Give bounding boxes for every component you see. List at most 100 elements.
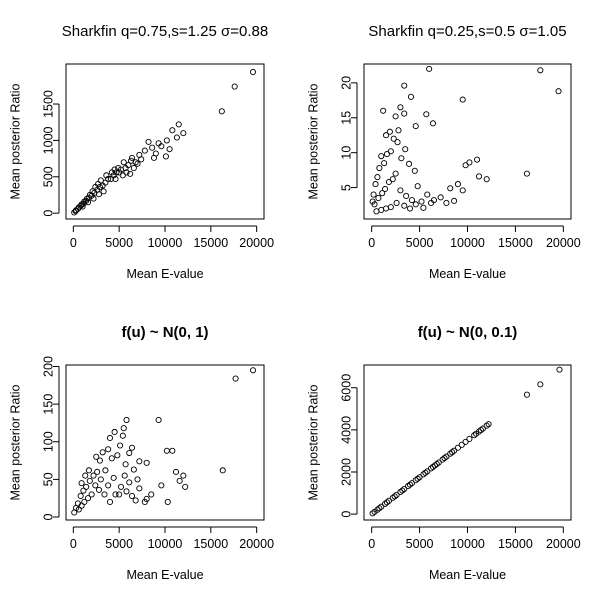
data-point <box>424 468 431 475</box>
point-series <box>369 366 563 517</box>
y-tick-label: 0 <box>339 511 353 518</box>
data-point <box>556 366 563 373</box>
point-series <box>369 65 562 215</box>
data-point <box>90 472 97 479</box>
data-point <box>420 204 427 211</box>
data-point <box>136 458 143 465</box>
x-tick-label: 20000 <box>546 537 581 551</box>
point-series <box>71 367 257 516</box>
chart-title: Sharkfin q=0.75,s=1.25 σ=0.88 <box>62 23 269 40</box>
y-axis-label: Mean posterior Ratio <box>306 83 320 199</box>
data-point <box>123 169 130 176</box>
data-point <box>485 421 492 428</box>
data-point <box>100 188 107 195</box>
data-point <box>95 191 103 198</box>
data-point <box>381 160 388 167</box>
data-point <box>412 123 419 130</box>
y-tick-label: 6000 <box>339 374 353 402</box>
data-point <box>475 173 483 180</box>
data-point <box>123 488 130 495</box>
data-point <box>471 432 478 439</box>
chart-panel-3: f(u) ~ N(0, 1) 0 5000 10000 15000 20000 0 50 100… <box>8 324 274 582</box>
data-point <box>466 159 473 166</box>
data-point <box>403 192 410 200</box>
data-point <box>143 459 150 466</box>
data-point <box>406 205 414 212</box>
data-point <box>158 482 165 489</box>
data-point <box>407 93 415 100</box>
data-point <box>429 463 437 470</box>
data-point <box>75 506 82 513</box>
x-tick-label: 10000 <box>148 537 183 551</box>
data-point <box>405 483 412 490</box>
x-tick-label: 15000 <box>193 537 228 551</box>
chart-panel-4: f(u) ~ N(0, 0.1) 0 5000 10000 15000 20000 0 200… <box>306 324 580 582</box>
data-point <box>84 495 92 502</box>
data-point <box>401 110 408 117</box>
data-point <box>401 202 408 209</box>
data-point <box>95 486 103 493</box>
data-point <box>231 83 238 90</box>
point-series <box>71 68 257 216</box>
x-tick-label: 10000 <box>148 236 183 250</box>
y-tick-label: 1500 <box>41 90 55 118</box>
data-point <box>232 375 239 382</box>
data-point <box>249 367 257 374</box>
data-point <box>473 430 480 437</box>
data-point <box>136 485 143 492</box>
data-point <box>79 203 86 210</box>
data-point <box>466 435 473 442</box>
data-point <box>395 127 402 134</box>
data-point <box>172 468 180 475</box>
y-tick-label: 1000 <box>41 126 55 154</box>
data-point <box>180 472 187 479</box>
data-point <box>479 425 486 432</box>
data-point <box>371 508 378 515</box>
data-point <box>78 480 85 487</box>
y-tick-label: 4000 <box>339 416 353 444</box>
data-point <box>451 447 458 454</box>
data-point <box>152 150 159 157</box>
y-axis-label: Mean posterior Ratio <box>306 384 320 500</box>
x-tick-label: 0 <box>368 537 375 551</box>
data-point <box>389 494 396 501</box>
data-point <box>130 165 137 172</box>
data-point <box>458 441 465 448</box>
data-point <box>414 183 421 190</box>
y-tick-label: 20 <box>339 76 353 90</box>
data-point <box>71 509 78 516</box>
data-point <box>126 449 133 457</box>
data-point <box>141 498 148 505</box>
data-point <box>380 107 387 114</box>
data-point <box>164 498 171 505</box>
data-point <box>97 476 104 483</box>
data-point <box>85 467 92 474</box>
data-point <box>134 160 141 167</box>
data-point <box>128 154 136 161</box>
data-point <box>462 162 469 169</box>
data-point <box>132 497 139 504</box>
x-tick-label: 20000 <box>239 236 274 250</box>
data-point <box>82 472 89 479</box>
data-point <box>371 201 378 208</box>
data-point <box>84 199 92 206</box>
data-point <box>218 108 225 115</box>
data-point <box>391 493 398 500</box>
data-point <box>398 155 405 162</box>
x-tick-label: 5000 <box>105 236 133 250</box>
data-point <box>447 450 454 457</box>
data-point <box>101 491 108 498</box>
x-tick-label: 5000 <box>105 537 133 551</box>
data-point <box>162 153 169 160</box>
data-point <box>155 416 162 423</box>
data-point <box>449 449 456 456</box>
data-point <box>77 492 84 499</box>
y-tick-label: 15 <box>339 111 353 125</box>
data-point <box>454 181 461 188</box>
data-point <box>106 434 114 442</box>
data-point <box>169 447 176 454</box>
x-tick-label: 10000 <box>450 236 485 250</box>
data-point <box>114 452 121 459</box>
data-point <box>369 510 376 517</box>
data-point <box>390 135 397 142</box>
